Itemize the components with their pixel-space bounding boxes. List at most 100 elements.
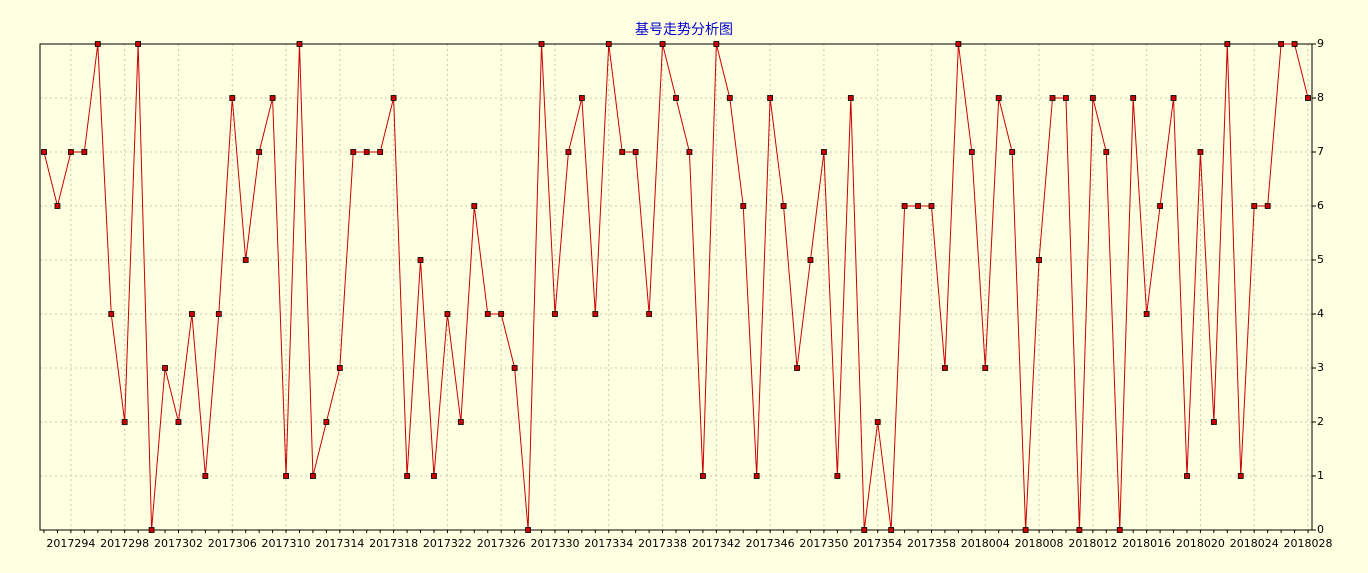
point-marker — [794, 365, 800, 371]
y-tick-label: 4 — [1317, 307, 1324, 320]
point-marker — [431, 473, 437, 479]
point-marker — [942, 365, 948, 371]
point-marker — [1036, 257, 1042, 263]
point-marker — [578, 95, 585, 101]
x-tick-label: 2017298 — [100, 537, 149, 550]
point-marker — [605, 41, 612, 47]
point-marker — [1022, 527, 1029, 533]
point-marker — [417, 257, 424, 263]
point-marker — [834, 473, 841, 479]
point-marker — [1237, 473, 1244, 479]
point-marker — [673, 95, 679, 101]
x-tick-label: 2017302 — [154, 537, 203, 550]
point-marker — [202, 473, 209, 479]
x-tick-label: 2018028 — [1284, 537, 1333, 550]
y-tick-label: 0 — [1317, 523, 1324, 536]
point-marker — [699, 473, 706, 479]
point-marker — [457, 419, 464, 425]
point-marker — [498, 311, 505, 317]
point-marker — [148, 527, 155, 533]
x-tick-label: 2018012 — [1068, 537, 1117, 550]
point-marker — [1278, 41, 1285, 47]
point-marker — [592, 311, 599, 317]
point-marker — [1089, 95, 1096, 101]
point-marker — [162, 365, 168, 371]
point-marker — [968, 149, 975, 155]
point-marker — [511, 365, 518, 371]
point-marker — [108, 311, 115, 317]
point-marker — [1264, 203, 1271, 209]
x-tick-label: 2017322 — [423, 537, 472, 550]
point-marker — [390, 95, 397, 101]
point-marker — [1184, 473, 1190, 479]
point-marker — [135, 41, 142, 47]
x-tick-label: 2017326 — [477, 537, 526, 550]
point-marker — [269, 95, 276, 101]
y-tick-label: 3 — [1317, 361, 1324, 374]
point-marker — [471, 203, 478, 209]
x-tick-label: 2017330 — [530, 537, 579, 550]
point-marker — [955, 41, 962, 47]
point-marker — [525, 527, 531, 533]
chart-title: 基号走势分析图 — [635, 21, 733, 38]
point-marker — [377, 149, 384, 155]
x-tick-label: 2017350 — [799, 537, 848, 550]
point-marker — [1210, 419, 1217, 425]
point-marker — [323, 419, 330, 425]
point-marker — [1049, 95, 1056, 101]
point-marker — [1157, 203, 1163, 209]
y-tick-label: 2 — [1317, 415, 1324, 428]
point-marker — [888, 527, 895, 533]
point-marker — [1197, 149, 1204, 155]
x-tick-label: 2018016 — [1122, 537, 1171, 550]
point-marker — [780, 203, 787, 209]
point-marker — [874, 419, 881, 425]
x-tick-label: 2017294 — [46, 537, 95, 550]
point-marker — [189, 311, 195, 317]
point-marker — [538, 41, 545, 47]
y-tick-label: 5 — [1317, 253, 1324, 266]
point-marker — [565, 149, 572, 155]
point-marker — [1305, 95, 1311, 101]
point-marker — [310, 473, 316, 479]
x-tick-label: 2017310 — [262, 537, 311, 550]
point-marker — [619, 149, 626, 155]
point-marker — [350, 149, 357, 155]
point-marker — [915, 203, 921, 209]
point-marker — [81, 149, 88, 155]
point-marker — [363, 149, 370, 155]
point-marker — [283, 473, 289, 479]
point-marker — [1009, 149, 1016, 155]
point-marker — [753, 473, 760, 479]
plot-frame — [39, 43, 1313, 531]
point-marker — [175, 419, 182, 425]
x-tick-label: 2017346 — [746, 537, 795, 550]
point-marker — [41, 149, 47, 155]
point-marker — [1130, 95, 1137, 101]
point-marker — [1063, 95, 1069, 101]
x-tick-label: 2018004 — [961, 537, 1010, 550]
x-tick-label: 2017354 — [853, 537, 902, 550]
y-tick-label: 6 — [1317, 199, 1324, 212]
point-marker — [444, 311, 451, 317]
point-marker — [901, 203, 908, 209]
point-marker — [847, 95, 854, 101]
point-marker — [1103, 149, 1110, 155]
point-marker — [1143, 311, 1150, 317]
point-marker — [121, 419, 128, 425]
point-marker — [821, 149, 827, 155]
point-marker — [256, 149, 263, 155]
point-marker — [229, 95, 236, 101]
point-marker — [713, 41, 720, 47]
x-tick-label: 2017338 — [638, 537, 687, 550]
point-marker — [861, 527, 868, 533]
point-marker — [686, 149, 693, 155]
point-marker — [726, 95, 733, 101]
point-marker — [336, 365, 343, 371]
y-tick-label: 1 — [1317, 469, 1324, 482]
point-marker — [404, 473, 410, 479]
point-marker — [67, 149, 74, 155]
